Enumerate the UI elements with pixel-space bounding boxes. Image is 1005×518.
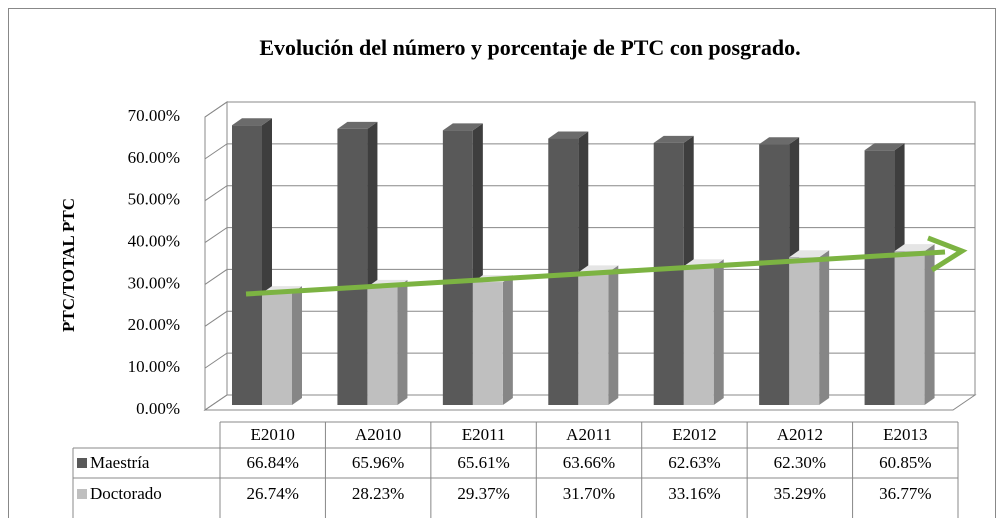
bar	[337, 128, 368, 405]
bar	[653, 142, 684, 406]
bar	[367, 286, 398, 405]
bar-side	[713, 259, 724, 405]
table-value: 29.37%	[457, 484, 509, 503]
bar-top	[894, 244, 935, 252]
table-value: 31.70%	[563, 484, 615, 503]
bar	[262, 293, 292, 405]
table-value: 35.29%	[774, 484, 826, 503]
bar-top	[653, 135, 694, 143]
table-value: 62.30%	[774, 453, 826, 472]
bar-side	[819, 250, 830, 405]
bar	[864, 150, 895, 405]
bar	[548, 138, 579, 406]
legend-swatch	[77, 489, 87, 499]
y-axis-label: PTC/TOTAL PTC	[59, 198, 78, 332]
y-tick-label: 10.00%	[128, 357, 180, 376]
x-tick-label: A2012	[777, 425, 823, 444]
table-value: 62.63%	[668, 453, 720, 472]
y-tick-label: 20.00%	[128, 315, 180, 334]
grid-line	[204, 310, 975, 327]
grid-line	[204, 227, 975, 243]
y-tick-label: 60.00%	[128, 148, 180, 167]
y-tick-label: 50.00%	[128, 190, 180, 209]
grid-line	[204, 185, 975, 202]
bar	[894, 251, 925, 405]
table-value: 28.23%	[352, 484, 404, 503]
bar	[789, 257, 820, 405]
bar-top	[548, 131, 589, 139]
bar-top	[337, 121, 378, 129]
bar	[472, 282, 503, 405]
table-value: 66.84%	[247, 453, 299, 472]
bar	[578, 272, 609, 405]
legend-label: Doctorado	[90, 484, 162, 503]
table-value: 60.85%	[879, 453, 931, 472]
y-tick-label: 30.00%	[128, 273, 180, 292]
bar-side	[502, 275, 513, 405]
bar-top	[759, 137, 800, 145]
x-tick-label: E2013	[883, 425, 927, 444]
legend-label: Maestría	[90, 453, 150, 472]
trend-line	[245, 249, 946, 297]
plot: 0.00% 10.00% 20.00% 30.00% 40.00% 50.00% 60.00…	[128, 101, 977, 418]
grid-line	[204, 394, 975, 411]
table-value: 26.74%	[247, 484, 299, 503]
bar-side	[608, 265, 619, 405]
side-wall	[204, 101, 228, 411]
bar	[232, 125, 262, 405]
x-tick-label: E2010	[251, 425, 295, 444]
x-tick-label: A2011	[566, 425, 612, 444]
legend-swatch	[77, 458, 87, 468]
table-value: 65.61%	[457, 453, 509, 472]
data-table: E2010 66.84% 26.74% A2010 65.96% 28.23% E2011 6…	[72, 421, 959, 518]
bar	[442, 130, 473, 405]
bar-top	[442, 123, 483, 131]
bar	[759, 144, 790, 406]
grid-line	[204, 143, 975, 160]
bar-side	[292, 286, 302, 405]
y-tick-label: 0.00%	[136, 399, 180, 418]
trend-arrow	[245, 235, 968, 297]
y-tick-label: 70.00%	[128, 106, 180, 125]
chart-title: Evolución del número y porcentaje de PTC…	[259, 35, 800, 60]
bar	[683, 266, 714, 405]
table-value: 33.16%	[668, 484, 720, 503]
table-value: 65.96%	[352, 453, 404, 472]
x-tick-label: E2011	[462, 425, 506, 444]
bar-side	[397, 279, 408, 405]
bar-top	[232, 118, 272, 126]
bar-top	[789, 250, 830, 258]
grid-line	[204, 268, 975, 285]
bar-top	[864, 143, 905, 151]
table-value: 36.77%	[879, 484, 931, 503]
x-tick-label: E2012	[672, 425, 716, 444]
trend-head	[927, 235, 968, 273]
grid-line	[204, 101, 975, 118]
y-tick-label: 40.00%	[128, 231, 180, 250]
x-tick-label: A2010	[355, 425, 401, 444]
grid-line	[204, 352, 975, 369]
table-value: 63.66%	[563, 453, 615, 472]
bar-side	[924, 244, 935, 405]
